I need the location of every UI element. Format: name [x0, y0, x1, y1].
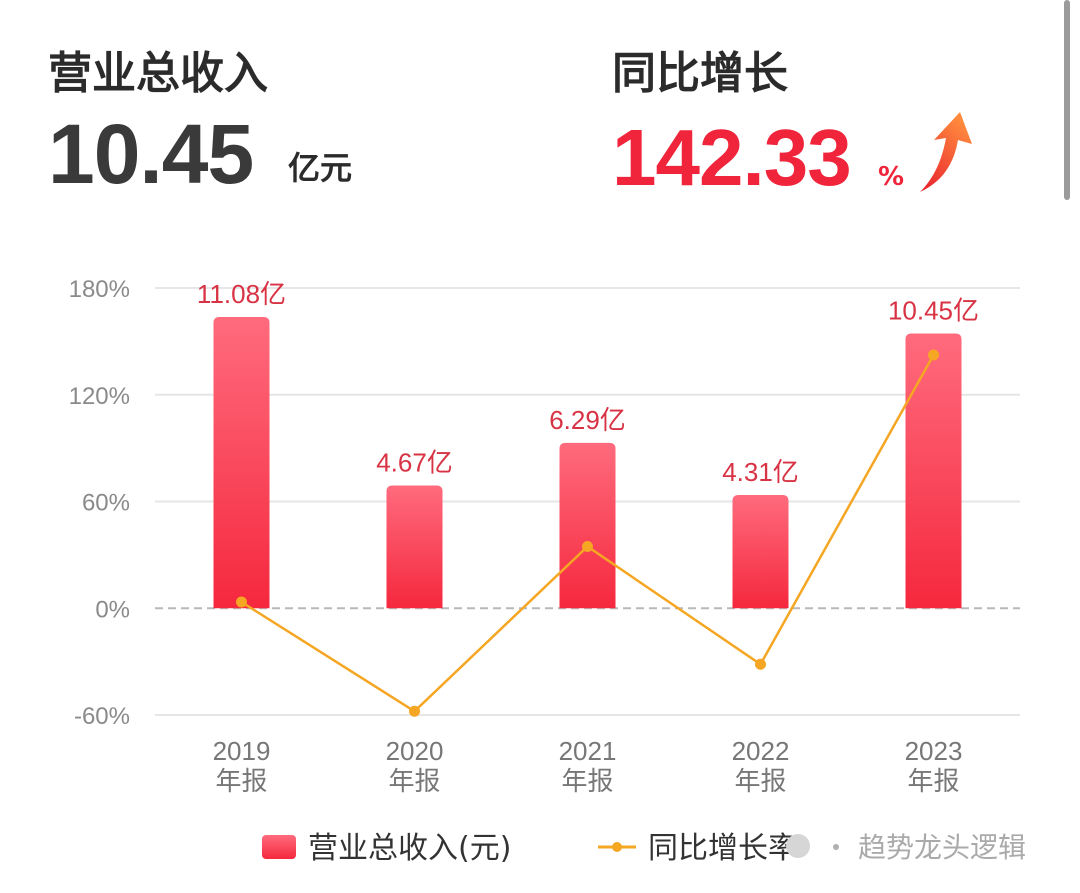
bar-value-label: 11.08亿 [197, 279, 286, 309]
growth-point[interactable] [409, 705, 420, 717]
growth-point[interactable] [582, 541, 593, 553]
bar[interactable] [732, 494, 789, 609]
legend-swatch-bar [262, 835, 296, 859]
legend-swatch-dot [612, 842, 622, 852]
bar-value-label: 6.29亿 [549, 405, 626, 435]
bar[interactable] [213, 316, 270, 609]
growth-point[interactable] [928, 349, 939, 361]
growth-value: 142.33 [612, 113, 852, 202]
y-tick-label: 180% [69, 276, 130, 303]
watermark-text: 趋势龙头逻辑 [858, 831, 1026, 864]
legend: 营业总收入(元) 同比增长率 [262, 831, 798, 866]
bar[interactable] [386, 485, 443, 609]
legend-label-revenue: 营业总收入(元) [308, 831, 511, 866]
legend-label-growth: 同比增长率 [648, 831, 798, 866]
bar-value-label: 10.45亿 [888, 296, 979, 326]
bar-value-label: 4.31亿 [722, 457, 799, 487]
watermark: 趋势龙头逻辑 [786, 831, 1026, 864]
bar[interactable] [905, 333, 962, 609]
growth-point[interactable] [236, 596, 247, 608]
bar-value-label: 4.67亿 [376, 447, 453, 477]
x-tick-label: 2020 年报 [386, 736, 444, 796]
x-tick-label: 2022 年报 [732, 736, 790, 796]
scrollbar[interactable] [1064, 0, 1070, 200]
watermark-icon [786, 834, 810, 858]
y-tick-label: 0% [95, 596, 130, 623]
growth-point[interactable] [755, 658, 766, 670]
up-arrow-icon [920, 112, 972, 192]
revenue-unit: 亿元 [288, 149, 353, 187]
legend-item-growth[interactable]: 同比增长率 [598, 831, 798, 866]
bar[interactable] [559, 442, 616, 609]
legend-item-revenue[interactable]: 营业总收入(元) [262, 831, 511, 866]
x-tick-label: 2021 年报 [559, 736, 617, 796]
revenue-label: 营业总收入 [48, 48, 268, 99]
growth-label: 同比增长 [612, 48, 788, 99]
y-tick-label: -60% [74, 703, 130, 730]
watermark-dot [833, 844, 839, 850]
y-tick-label: 120% [69, 383, 130, 410]
revenue-value: 10.45 [48, 107, 254, 201]
growth-unit: % [878, 162, 905, 192]
y-tick-label: 60% [82, 490, 130, 517]
x-tick-label: 2023 年报 [905, 736, 963, 796]
revenue-growth-chart: 180% 120% 60% 0% -60% 11.08亿 4.67亿 6.29亿 4.31亿 1… [69, 276, 1026, 866]
x-tick-label: 2019 年报 [213, 736, 271, 796]
